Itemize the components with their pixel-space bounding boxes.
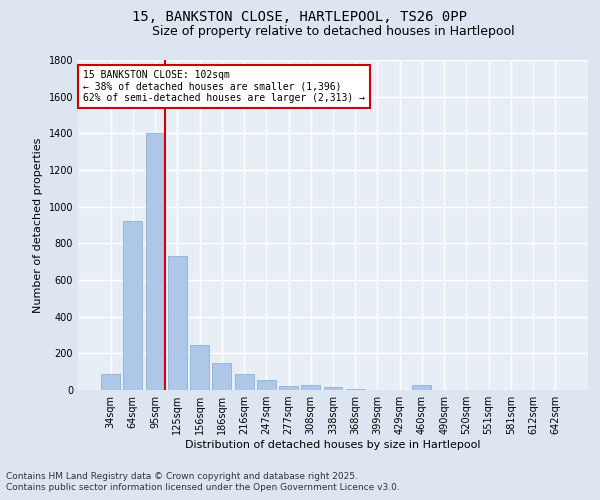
Bar: [301, 384, 320, 390]
Bar: [412, 386, 431, 390]
X-axis label: Distribution of detached houses by size in Hartlepool: Distribution of detached houses by size …: [185, 440, 481, 450]
Y-axis label: Number of detached properties: Number of detached properties: [33, 138, 43, 312]
Title: Size of property relative to detached houses in Hartlepool: Size of property relative to detached ho…: [152, 25, 514, 38]
Bar: [323, 388, 343, 390]
Bar: [212, 363, 231, 390]
Bar: [257, 380, 276, 390]
Bar: [279, 386, 298, 390]
Bar: [146, 134, 164, 390]
Text: Contains HM Land Registry data © Crown copyright and database right 2025.
Contai: Contains HM Land Registry data © Crown c…: [6, 472, 400, 492]
Bar: [124, 222, 142, 390]
Bar: [235, 374, 254, 390]
Bar: [346, 389, 365, 390]
Text: 15, BANKSTON CLOSE, HARTLEPOOL, TS26 0PP: 15, BANKSTON CLOSE, HARTLEPOOL, TS26 0PP: [133, 10, 467, 24]
Bar: [168, 256, 187, 390]
Bar: [101, 374, 120, 390]
Bar: [190, 344, 209, 390]
Text: 15 BANKSTON CLOSE: 102sqm
← 38% of detached houses are smaller (1,396)
62% of se: 15 BANKSTON CLOSE: 102sqm ← 38% of detac…: [83, 70, 365, 103]
